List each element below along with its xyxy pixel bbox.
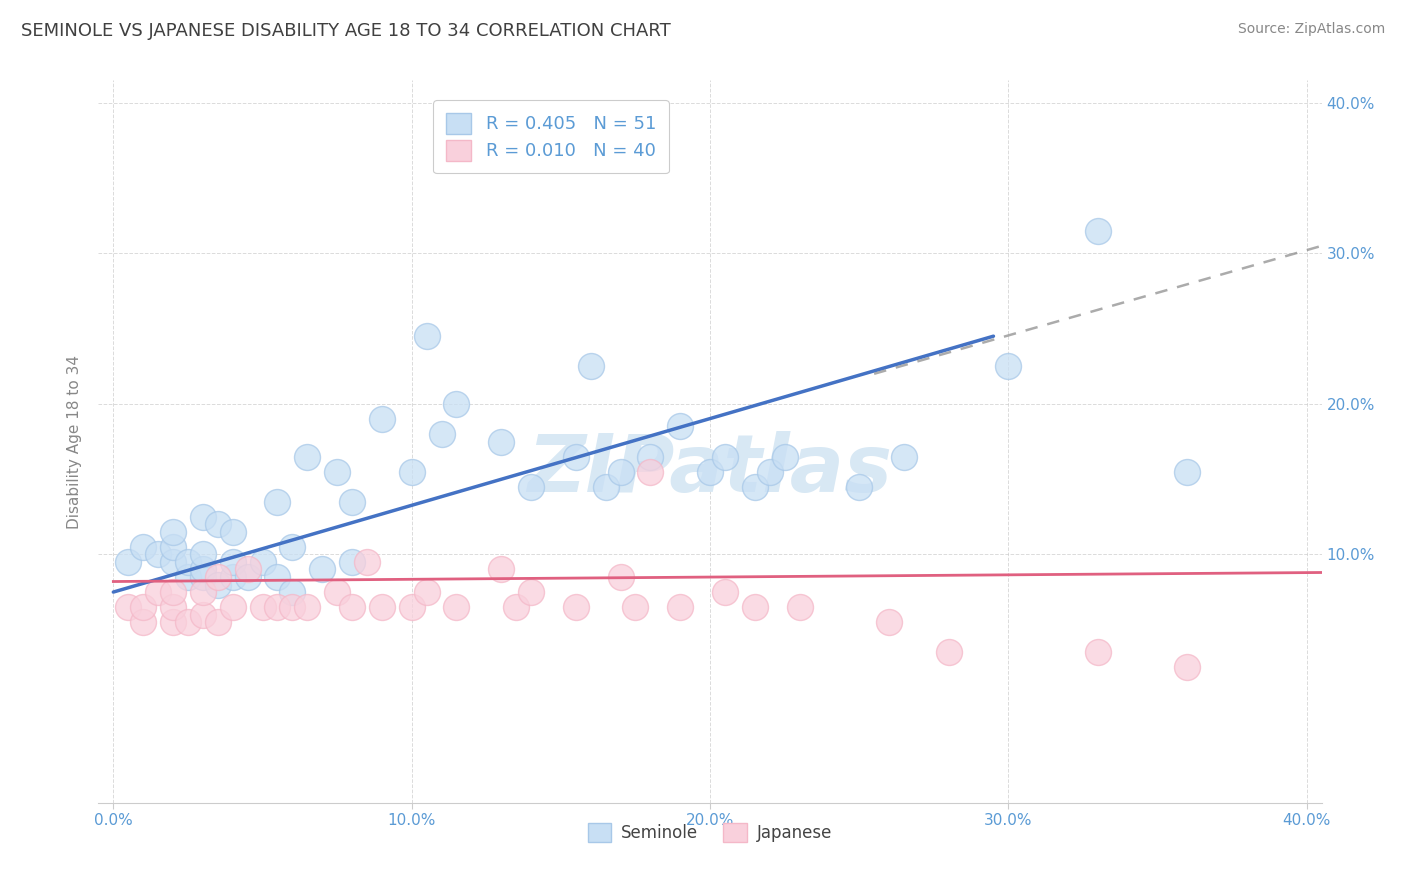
Text: Source: ZipAtlas.com: Source: ZipAtlas.com <box>1237 22 1385 37</box>
Text: ZIPatlas: ZIPatlas <box>527 432 893 509</box>
Point <box>177 615 200 630</box>
Point <box>162 600 184 615</box>
Point <box>340 600 363 615</box>
Point <box>624 600 647 615</box>
Point <box>266 494 288 508</box>
Point <box>699 465 721 479</box>
Point <box>207 570 229 584</box>
Point <box>640 465 662 479</box>
Point <box>1177 660 1199 674</box>
Point <box>1087 645 1109 659</box>
Point <box>162 555 184 569</box>
Point <box>520 480 543 494</box>
Point <box>191 562 214 576</box>
Point <box>191 548 214 562</box>
Point <box>997 359 1019 374</box>
Point <box>640 450 662 464</box>
Point <box>191 607 214 622</box>
Point <box>281 600 304 615</box>
Point <box>221 524 243 539</box>
Point <box>177 570 200 584</box>
Point <box>281 540 304 554</box>
Point <box>489 434 512 449</box>
Point <box>579 359 602 374</box>
Point <box>326 585 349 599</box>
Point <box>252 600 274 615</box>
Point <box>401 465 423 479</box>
Point <box>221 600 243 615</box>
Point <box>565 450 588 464</box>
Point <box>789 600 811 615</box>
Point <box>595 480 617 494</box>
Point <box>132 540 155 554</box>
Legend: Seminole, Japanese: Seminole, Japanese <box>581 816 839 848</box>
Y-axis label: Disability Age 18 to 34: Disability Age 18 to 34 <box>67 354 83 529</box>
Point <box>191 509 214 524</box>
Point <box>236 570 259 584</box>
Point <box>266 600 288 615</box>
Point <box>297 600 319 615</box>
Point <box>132 600 155 615</box>
Text: SEMINOLE VS JAPANESE DISABILITY AGE 18 TO 34 CORRELATION CHART: SEMINOLE VS JAPANESE DISABILITY AGE 18 T… <box>21 22 671 40</box>
Point <box>714 450 737 464</box>
Point <box>191 570 214 584</box>
Point <box>340 555 363 569</box>
Point <box>401 600 423 615</box>
Point <box>146 548 169 562</box>
Point <box>297 450 319 464</box>
Point <box>146 585 169 599</box>
Point <box>326 465 349 479</box>
Point <box>1087 224 1109 238</box>
Point <box>162 585 184 599</box>
Point <box>489 562 512 576</box>
Point <box>520 585 543 599</box>
Point <box>207 615 229 630</box>
Point <box>744 480 766 494</box>
Point <box>252 555 274 569</box>
Point <box>162 540 184 554</box>
Point <box>356 555 378 569</box>
Point <box>669 419 692 434</box>
Point <box>758 465 780 479</box>
Point <box>236 562 259 576</box>
Point <box>505 600 527 615</box>
Point <box>311 562 333 576</box>
Point <box>221 570 243 584</box>
Point <box>371 412 394 426</box>
Point <box>430 427 453 442</box>
Point <box>877 615 900 630</box>
Point <box>609 465 631 479</box>
Point <box>446 600 468 615</box>
Point <box>609 570 631 584</box>
Point <box>938 645 960 659</box>
Point <box>893 450 915 464</box>
Point <box>281 585 304 599</box>
Point <box>773 450 796 464</box>
Point <box>565 600 588 615</box>
Point <box>177 555 200 569</box>
Point <box>162 524 184 539</box>
Point <box>714 585 737 599</box>
Point <box>117 600 139 615</box>
Point <box>848 480 870 494</box>
Point <box>117 555 139 569</box>
Point <box>266 570 288 584</box>
Point <box>446 397 468 411</box>
Point <box>371 600 394 615</box>
Point <box>744 600 766 615</box>
Point <box>415 329 437 343</box>
Point <box>207 517 229 532</box>
Point <box>415 585 437 599</box>
Point <box>340 494 363 508</box>
Point <box>191 585 214 599</box>
Point <box>669 600 692 615</box>
Point <box>132 615 155 630</box>
Point <box>162 615 184 630</box>
Point <box>221 555 243 569</box>
Point <box>1177 465 1199 479</box>
Point <box>207 577 229 591</box>
